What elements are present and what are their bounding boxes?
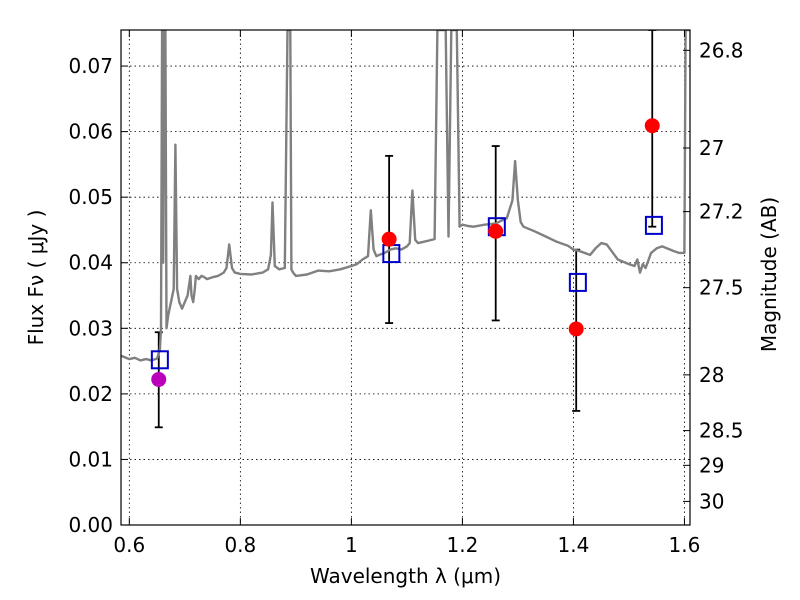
plot-frame <box>120 29 691 526</box>
observed-circle-marker <box>488 223 504 239</box>
y2-tick-label: 28 <box>699 363 724 387</box>
y-tick-label: 0.07 <box>68 54 113 78</box>
x-tick-label: 1.6 <box>669 533 701 557</box>
x-tick-label: 0.6 <box>113 533 145 557</box>
axis-ticks: 0.6 0.8 1 1.2 1.4 1.6 0.00 0.01 0.02 0.03 0.04 0.05… <box>68 30 744 557</box>
x-tick-label: 0.8 <box>224 533 256 557</box>
x-axis-title: Wavelength λ (μm) <box>310 564 501 588</box>
y2-tick-label: 27 <box>699 136 724 160</box>
model-square-marker <box>644 215 663 235</box>
model-square-marker <box>568 272 587 292</box>
y-tick-label: 0.01 <box>68 447 113 471</box>
y2-axis-title: Magnitude (AB) <box>757 197 781 352</box>
observed-circle-marker <box>644 118 660 134</box>
observed-circle-marker <box>568 321 584 337</box>
x-tick-label: 1.2 <box>446 533 478 557</box>
y2-tick-label: 26.8 <box>699 38 744 62</box>
y2-tick-label: 30 <box>699 489 724 513</box>
y-tick-label: 0.04 <box>68 251 113 275</box>
y2-tick-label: 27.5 <box>699 276 744 300</box>
y2-tick-label: 27.2 <box>699 200 744 224</box>
y-tick-label: 0.00 <box>68 513 113 537</box>
y2-tick-label: 29 <box>699 453 724 477</box>
x-tick-label: 1 <box>345 533 358 557</box>
y-tick-label: 0.05 <box>68 185 113 209</box>
plot-area <box>121 30 690 429</box>
spectrum-line <box>121 30 690 362</box>
y-axis-title: Flux Fν ( μJy ) <box>24 210 48 346</box>
y-tick-label: 0.03 <box>68 316 113 340</box>
model-square-marker <box>150 350 169 370</box>
observed-circle-marker <box>151 371 167 387</box>
y-tick-label: 0.06 <box>68 120 113 144</box>
x-tick-label: 1.4 <box>558 533 590 557</box>
y2-tick-label: 28.5 <box>699 419 744 443</box>
observed-circle-marker <box>381 231 397 247</box>
y-tick-label: 0.02 <box>68 382 113 406</box>
